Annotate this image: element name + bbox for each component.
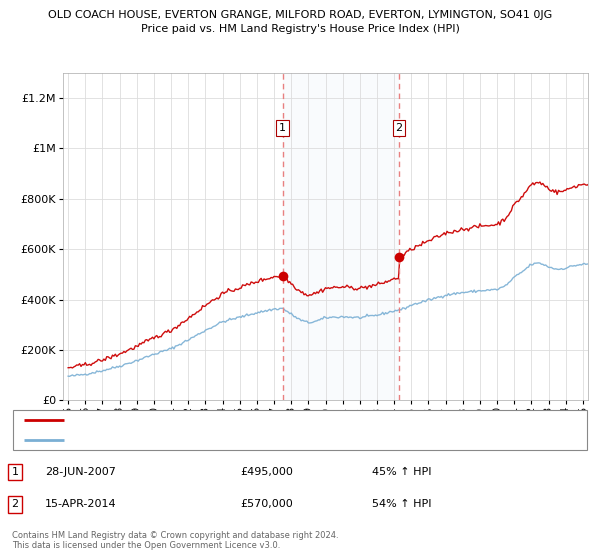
Text: OLD COACH HOUSE, EVERTON GRANGE, MILFORD ROAD, EVERTON, LYMINGTON, SO41 0JG: OLD COACH HOUSE, EVERTON GRANGE, MILFORD… <box>48 10 552 20</box>
Text: Contains HM Land Registry data © Crown copyright and database right 2024.
This d: Contains HM Land Registry data © Crown c… <box>12 530 338 550</box>
Text: 1: 1 <box>11 467 19 477</box>
Text: 2: 2 <box>11 500 19 510</box>
Text: 2: 2 <box>395 123 403 133</box>
Text: 45% ↑ HPI: 45% ↑ HPI <box>372 467 431 477</box>
Text: OLD COACH HOUSE, EVERTON GRANGE, MILFORD ROAD, EVERTON, LYMINGTON, SO41 0: OLD COACH HOUSE, EVERTON GRANGE, MILFORD… <box>70 415 502 425</box>
Text: £570,000: £570,000 <box>240 500 293 510</box>
Text: HPI: Average price, detached house, New Forest: HPI: Average price, detached house, New … <box>70 435 305 445</box>
Bar <box>283 73 399 400</box>
Text: Price paid vs. HM Land Registry's House Price Index (HPI): Price paid vs. HM Land Registry's House … <box>140 24 460 34</box>
FancyBboxPatch shape <box>13 410 587 450</box>
Text: £495,000: £495,000 <box>240 467 293 477</box>
Text: 1: 1 <box>279 123 286 133</box>
Text: 54% ↑ HPI: 54% ↑ HPI <box>372 500 431 510</box>
Text: 28-JUN-2007: 28-JUN-2007 <box>45 467 116 477</box>
Text: 15-APR-2014: 15-APR-2014 <box>45 500 116 510</box>
